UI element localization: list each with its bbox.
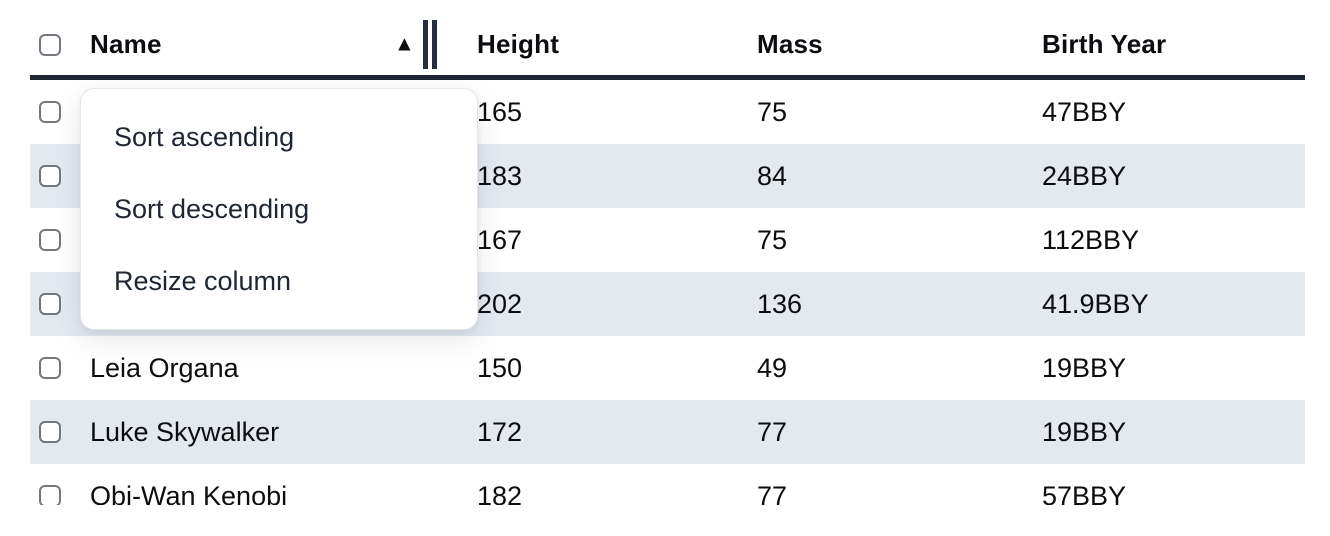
sort-ascending-icon: ▲: [394, 32, 415, 56]
cell-birth-year: 57BBY: [1042, 480, 1127, 506]
cell-mass: 77: [757, 416, 788, 447]
header-checkbox-cell: [30, 14, 90, 75]
cell-name: Luke Skywalker: [90, 416, 280, 447]
row-checkbox[interactable]: [39, 421, 61, 443]
cell-height: 182: [477, 480, 523, 506]
table-row: Leia Organa 150 49 19BBY: [30, 336, 1305, 400]
row-checkbox[interactable]: [39, 101, 61, 123]
cell-mass: 75: [757, 96, 788, 127]
cell-name: Obi-Wan Kenobi: [90, 480, 288, 506]
cell-birth-year: 19BBY: [1042, 416, 1127, 447]
cell-height: 172: [477, 416, 523, 447]
column-header-height[interactable]: Height: [477, 29, 560, 59]
cell-mass: 84: [757, 160, 788, 191]
cell-birth-year: 112BBY: [1042, 224, 1140, 255]
column-header-mass[interactable]: Mass: [757, 29, 823, 59]
menu-item-resize-column[interactable]: Resize column: [114, 265, 292, 296]
cell-birth-year: 47BBY: [1042, 96, 1127, 127]
cell-mass: 136: [757, 288, 803, 319]
menu-item-sort-ascending[interactable]: Sort ascending: [114, 121, 295, 152]
cell-height: 167: [477, 224, 523, 255]
column-header-name[interactable]: Name: [90, 29, 162, 59]
row-checkbox[interactable]: [39, 293, 61, 315]
table-row: 167 75 112BBY: [30, 208, 1305, 272]
cell-birth-year: 19BBY: [1042, 352, 1127, 383]
table-row: Luke Skywalker 172 77 19BBY: [30, 400, 1305, 464]
table-row: Obi-Wan Kenobi 182 77 57BBY: [30, 464, 1305, 505]
cell-name: Leia Organa: [90, 352, 239, 383]
cell-birth-year: 41.9BBY: [1042, 288, 1149, 319]
cell-mass: 77: [757, 480, 788, 506]
table-header-row: Name ▲ Height Mass Birth Year: [30, 14, 1305, 80]
cell-height: 183: [477, 160, 523, 191]
cell-birth-year: 24BBY: [1042, 160, 1127, 191]
table-row: 165 75 47BBY: [30, 80, 1305, 144]
row-checkbox[interactable]: [39, 357, 61, 379]
cell-height: 150: [477, 352, 523, 383]
cell-height: 202: [477, 288, 523, 319]
select-all-checkbox[interactable]: [39, 33, 61, 56]
column-header-name-cell: Name ▲: [90, 14, 447, 75]
row-checkbox[interactable]: [39, 229, 61, 251]
cell-mass: 75: [757, 224, 788, 255]
row-checkbox[interactable]: [39, 485, 61, 505]
row-checkbox[interactable]: [39, 165, 61, 187]
column-header-birth-year[interactable]: Birth Year: [1042, 29, 1167, 59]
cell-mass: 49: [757, 352, 788, 383]
menu-item-sort-descending[interactable]: Sort descending: [114, 193, 310, 224]
column-resize-handle-icon[interactable]: [423, 14, 437, 75]
column-context-menu: Sort ascending Sort descending Resize co…: [80, 88, 478, 330]
cell-height: 165: [477, 96, 523, 127]
